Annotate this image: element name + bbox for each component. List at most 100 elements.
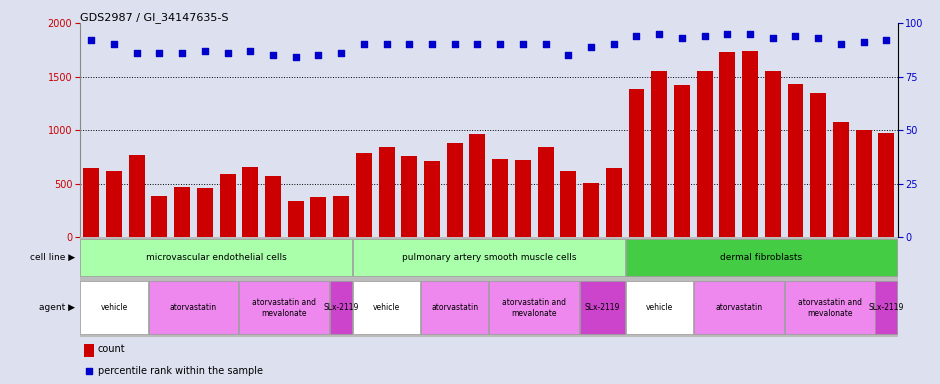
- Point: [788, 33, 803, 39]
- Point: [106, 41, 121, 48]
- Bar: [220, 174, 236, 237]
- Point: [606, 41, 621, 48]
- Point: [493, 41, 508, 48]
- Bar: [446, 143, 462, 237]
- Bar: [560, 171, 576, 237]
- Point: [674, 35, 689, 41]
- Bar: [379, 147, 395, 237]
- Bar: [151, 195, 167, 237]
- Bar: [625, 281, 693, 334]
- Text: SLx-2119: SLx-2119: [869, 303, 904, 312]
- Bar: [421, 281, 489, 334]
- Point: [538, 41, 553, 48]
- Bar: [742, 51, 758, 237]
- Bar: [84, 344, 94, 357]
- Text: atorvastatin and
mevalonate: atorvastatin and mevalonate: [502, 298, 566, 318]
- Point: [743, 31, 758, 37]
- Bar: [694, 281, 784, 334]
- Point: [265, 52, 280, 58]
- Point: [561, 52, 576, 58]
- Text: atorvastatin: atorvastatin: [715, 303, 762, 312]
- Point: [220, 50, 235, 56]
- Bar: [310, 197, 326, 237]
- Text: percentile rank within the sample: percentile rank within the sample: [98, 366, 263, 376]
- Bar: [84, 168, 100, 237]
- Bar: [469, 134, 485, 237]
- Point: [289, 54, 304, 60]
- Point: [720, 31, 735, 37]
- Bar: [625, 239, 898, 276]
- Bar: [765, 71, 781, 237]
- Bar: [174, 187, 190, 237]
- Point: [401, 41, 416, 48]
- Bar: [719, 52, 735, 237]
- Point: [425, 41, 440, 48]
- Point: [311, 52, 326, 58]
- Bar: [810, 93, 826, 237]
- Point: [810, 35, 825, 41]
- Text: count: count: [98, 344, 126, 354]
- Bar: [330, 281, 352, 334]
- Text: atorvastatin: atorvastatin: [431, 303, 478, 312]
- Text: vehicle: vehicle: [646, 303, 673, 312]
- Point: [379, 41, 394, 48]
- Text: pulmonary artery smooth muscle cells: pulmonary artery smooth muscle cells: [401, 253, 576, 262]
- Point: [697, 33, 713, 39]
- Bar: [240, 281, 329, 334]
- Bar: [833, 122, 849, 237]
- Point: [152, 50, 167, 56]
- Bar: [243, 167, 258, 237]
- Bar: [106, 171, 122, 237]
- Bar: [265, 176, 281, 237]
- Bar: [129, 155, 145, 237]
- Text: vehicle: vehicle: [101, 303, 128, 312]
- Point: [879, 37, 894, 43]
- Bar: [629, 89, 645, 237]
- Point: [82, 367, 97, 374]
- Point: [651, 31, 666, 37]
- Point: [856, 39, 871, 45]
- Text: atorvastatin and
mevalonate: atorvastatin and mevalonate: [252, 298, 317, 318]
- Text: SLx-2119: SLx-2119: [323, 303, 359, 312]
- Bar: [875, 281, 898, 334]
- Text: GDS2987 / GI_34147635-S: GDS2987 / GI_34147635-S: [80, 12, 228, 23]
- Text: atorvastatin and
mevalonate: atorvastatin and mevalonate: [797, 298, 862, 318]
- Text: microvascular endothelial cells: microvascular endothelial cells: [146, 253, 287, 262]
- Point: [84, 37, 99, 43]
- Point: [447, 41, 462, 48]
- Point: [356, 41, 371, 48]
- Bar: [651, 71, 667, 237]
- Point: [243, 48, 258, 54]
- Bar: [493, 159, 509, 237]
- Text: vehicle: vehicle: [373, 303, 400, 312]
- Bar: [605, 168, 621, 237]
- Point: [197, 48, 212, 54]
- Bar: [80, 239, 352, 276]
- Bar: [149, 281, 239, 334]
- Bar: [352, 239, 625, 276]
- Text: SLx-2119: SLx-2119: [585, 303, 620, 312]
- Bar: [352, 281, 420, 334]
- Bar: [538, 147, 554, 237]
- Bar: [583, 183, 599, 237]
- Text: cell line ▶: cell line ▶: [30, 253, 75, 262]
- Point: [515, 41, 530, 48]
- Point: [834, 41, 849, 48]
- Bar: [878, 133, 894, 237]
- Bar: [80, 281, 148, 334]
- Bar: [674, 85, 690, 237]
- Text: atorvastatin: atorvastatin: [170, 303, 217, 312]
- Bar: [580, 281, 625, 334]
- Bar: [356, 153, 372, 237]
- Bar: [855, 130, 871, 237]
- Bar: [697, 71, 713, 237]
- Point: [584, 43, 599, 50]
- Bar: [515, 160, 531, 237]
- Point: [470, 41, 485, 48]
- Bar: [333, 196, 349, 237]
- Bar: [788, 84, 804, 237]
- Point: [129, 50, 144, 56]
- Text: agent ▶: agent ▶: [39, 303, 75, 312]
- Point: [334, 50, 349, 56]
- Bar: [424, 161, 440, 237]
